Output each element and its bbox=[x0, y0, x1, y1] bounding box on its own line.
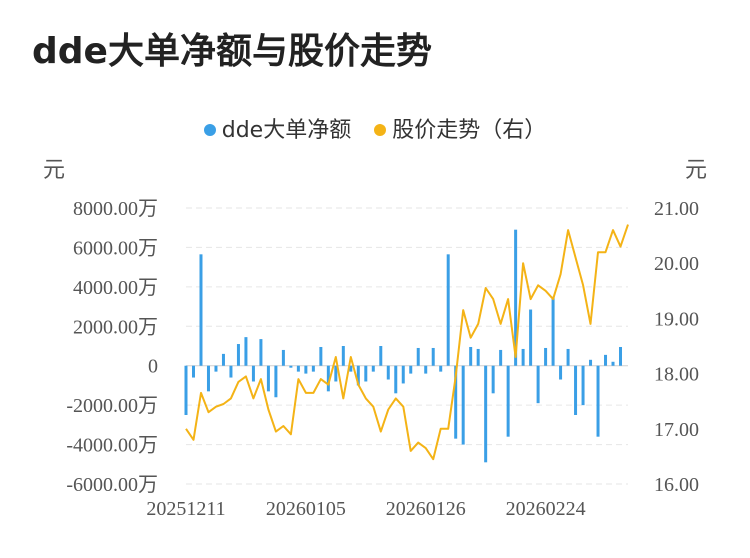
left-tick-label: 8000.00万 bbox=[73, 198, 158, 220]
bar bbox=[409, 365, 413, 374]
bar bbox=[356, 365, 360, 386]
bar bbox=[311, 365, 315, 372]
left-tick-label: 0 bbox=[148, 356, 158, 378]
bar bbox=[439, 365, 443, 372]
left-tick-label: 6000.00万 bbox=[73, 237, 158, 259]
bar bbox=[529, 309, 533, 366]
bar bbox=[266, 365, 270, 392]
bar bbox=[296, 365, 300, 372]
legend-label-bar: dde大单净额 bbox=[221, 118, 352, 143]
bar bbox=[416, 347, 420, 366]
bar bbox=[236, 344, 240, 366]
right-tick-label: 21.00 bbox=[654, 198, 699, 220]
price-line bbox=[185, 224, 629, 461]
legend-dot-bar-icon bbox=[203, 123, 216, 136]
bar bbox=[334, 365, 338, 382]
bar bbox=[596, 365, 600, 437]
x-tick-label: 20260126 bbox=[386, 498, 466, 520]
bar bbox=[386, 365, 390, 380]
bar bbox=[499, 349, 503, 366]
bar bbox=[401, 365, 405, 384]
bar bbox=[349, 365, 353, 372]
bar bbox=[469, 346, 473, 366]
bar bbox=[379, 346, 383, 366]
chart-legend: dde大单净额 股价走势（右） bbox=[0, 112, 750, 144]
bar bbox=[559, 365, 563, 380]
bar bbox=[214, 365, 218, 372]
x-tick-label: 20251211 bbox=[146, 498, 225, 520]
x-tick-label: 20260224 bbox=[506, 498, 586, 520]
left-tick-label: -4000.00万 bbox=[66, 435, 158, 457]
bar bbox=[551, 296, 555, 366]
bar bbox=[536, 365, 540, 404]
right-tick-label: 19.00 bbox=[654, 308, 699, 330]
bar bbox=[191, 365, 195, 378]
bar bbox=[431, 347, 435, 366]
left-tick-label: -6000.00万 bbox=[66, 474, 158, 496]
bar bbox=[281, 349, 285, 366]
grid-layer bbox=[186, 207, 628, 485]
bar bbox=[491, 365, 495, 394]
bar bbox=[206, 365, 210, 392]
axis-layer: 元 元 8000.00万 6000.00万 4000.00万 2000.00万 0 -20… bbox=[43, 157, 707, 520]
bar bbox=[259, 339, 263, 366]
bar bbox=[476, 348, 480, 366]
bar bbox=[364, 365, 368, 382]
bar bbox=[371, 365, 375, 372]
bar bbox=[229, 365, 233, 378]
bar bbox=[319, 346, 323, 366]
bar bbox=[184, 365, 188, 415]
bar bbox=[566, 348, 570, 366]
bar bbox=[619, 346, 623, 366]
left-tick-label: 2000.00万 bbox=[73, 316, 158, 338]
right-tick-label: 18.00 bbox=[654, 364, 699, 386]
bar bbox=[326, 365, 330, 392]
bar bbox=[424, 365, 428, 374]
bar bbox=[581, 365, 585, 406]
bar bbox=[521, 348, 525, 366]
left-tick-label: 4000.00万 bbox=[73, 277, 158, 299]
page-title: dde大单净额与股价走势 bbox=[32, 31, 432, 72]
bar bbox=[514, 229, 518, 366]
bar-series-layer bbox=[184, 229, 623, 463]
bar bbox=[289, 365, 293, 368]
bar bbox=[611, 361, 615, 366]
bar bbox=[484, 365, 488, 463]
legend-dot-line-icon bbox=[374, 123, 387, 136]
right-axis-unit: 元 bbox=[685, 157, 707, 182]
bar bbox=[574, 365, 578, 415]
left-axis-unit: 元 bbox=[43, 157, 65, 182]
x-tick-label: 20260105 bbox=[266, 498, 346, 520]
bar bbox=[589, 359, 593, 366]
bar bbox=[251, 365, 255, 382]
left-tick-label: -2000.00万 bbox=[66, 395, 158, 417]
bar bbox=[461, 365, 465, 445]
right-tick-label: 20.00 bbox=[654, 253, 699, 275]
bar bbox=[604, 354, 608, 366]
bar bbox=[544, 347, 548, 366]
bar bbox=[199, 254, 203, 366]
bar bbox=[506, 365, 510, 437]
legend-item-bar[interactable]: dde大单净额 bbox=[203, 112, 352, 144]
bar bbox=[274, 365, 278, 398]
legend-item-line[interactable]: 股价走势（右） bbox=[374, 112, 546, 144]
bar bbox=[446, 254, 450, 366]
bar bbox=[221, 353, 225, 366]
bar bbox=[341, 346, 345, 366]
legend-label-line: 股价走势（右） bbox=[392, 118, 547, 143]
bar bbox=[454, 365, 458, 439]
line-series-layer bbox=[185, 224, 629, 461]
right-tick-label: 17.00 bbox=[654, 419, 699, 441]
bar bbox=[304, 365, 308, 374]
bar bbox=[394, 365, 398, 394]
right-tick-label: 16.00 bbox=[654, 474, 699, 496]
bar bbox=[244, 337, 248, 366]
